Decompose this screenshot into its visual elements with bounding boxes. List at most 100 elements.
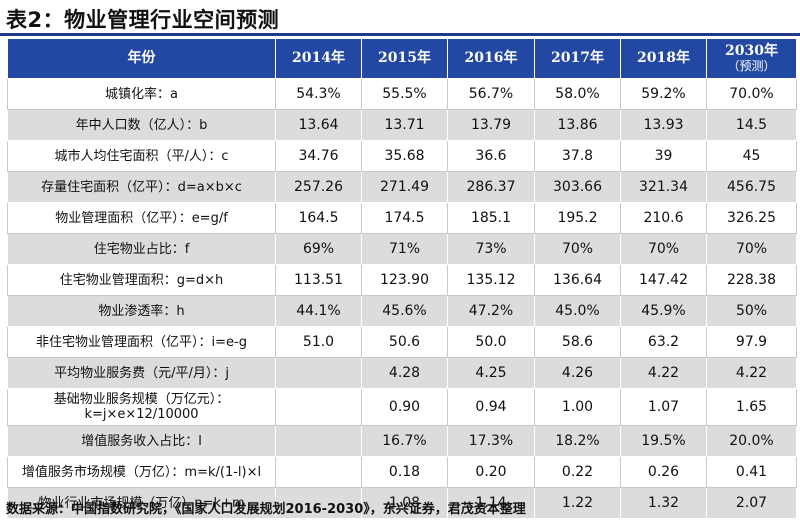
value-cell: 0.41 xyxy=(706,456,797,488)
value-cell: 0.18 xyxy=(361,456,448,488)
table-row: 基础物业服务规模（万亿元）： k=j×e×12/10000 0.90 0.94 1.00… xyxy=(7,388,797,426)
value-cell: 69% xyxy=(275,233,362,265)
value-cell: 45.6% xyxy=(361,295,448,327)
row-label-line: 物业渗透率：h xyxy=(98,303,185,319)
row-label-line: 住宅物业管理面积：g=d×h xyxy=(59,272,224,288)
value-cell: 0.94 xyxy=(447,388,535,426)
table-row: 增值服务市场规模（万亿）：m=k/(1-l)×l 0.18 0.20 0.22 0.26… xyxy=(7,456,797,488)
table-row: 城市人均住宅面积（平/人）：c 34.76 35.68 36.6 37.8 39 45 xyxy=(7,140,797,172)
row-label-line: 物业管理面积（亿平）：e=g/f xyxy=(55,210,228,226)
header-cell-2017: 2017年 xyxy=(534,38,621,79)
value-cell: 70% xyxy=(706,233,797,265)
value-cell: 210.6 xyxy=(620,202,707,234)
row-label: 城市人均住宅面积（平/人）：c xyxy=(7,140,276,172)
page-title: 表2：物业管理行业空间预测 xyxy=(6,8,280,32)
title-bar: 表2：物业管理行业空间预测 xyxy=(0,0,800,36)
table-row: 城镇化率：a 54.3% 55.5% 56.7% 58.0% 59.2% 70.0% xyxy=(7,78,797,110)
row-label: 基础物业服务规模（万亿元）： k=j×e×12/10000 xyxy=(7,388,276,426)
table-body: 城镇化率：a 54.3% 55.5% 56.7% 58.0% 59.2% 70.0% 年中人口… xyxy=(7,78,797,519)
value-cell: 113.51 xyxy=(275,264,362,296)
value-cell: 37.8 xyxy=(534,140,621,172)
value-cell: 13.71 xyxy=(361,109,448,141)
table-row: 住宅物业占比：f 69% 71% 73% 70% 70% 70% xyxy=(7,233,797,265)
row-label-line: 非住宅物业管理面积（亿平）：i=e-g xyxy=(36,334,247,350)
value-cell: 97.9 xyxy=(706,326,797,358)
row-label: 增值服务市场规模（万亿）：m=k/(1-l)×l xyxy=(7,456,276,488)
value-cell: 4.22 xyxy=(620,357,707,389)
value-cell: 58.0% xyxy=(534,78,621,110)
row-label-line: 年中人口数（亿人）：b xyxy=(75,117,208,133)
header-2030-forecast: （预测） xyxy=(727,59,776,73)
value-cell: 271.49 xyxy=(361,171,448,203)
value-cell: 321.34 xyxy=(620,171,707,203)
value-cell xyxy=(275,456,362,488)
value-cell xyxy=(275,357,362,389)
row-label: 城镇化率：a xyxy=(7,78,276,110)
value-cell: 63.2 xyxy=(620,326,707,358)
row-label: 平均物业服务费（元/平/月）：j xyxy=(7,357,276,389)
table-row: 物业行业市场规模（万亿）n=k+m 1.08 1.14 1.22 1.32 2.07 xyxy=(7,487,797,519)
projection-table: 年份 2014年 2015年 2016年 2017年 2018年 2030年 （… xyxy=(7,38,797,519)
value-cell: 135.12 xyxy=(447,264,535,296)
value-cell: 13.64 xyxy=(275,109,362,141)
row-label-line: 增值服务市场规模（万亿）：m=k/(1-l)×l xyxy=(21,464,262,480)
row-label-line: 存量住宅面积（亿平）：d=a×b×c xyxy=(41,179,242,195)
value-cell: 70.0% xyxy=(706,78,797,110)
row-label-line: 基础物业服务规模（万亿元）： xyxy=(53,392,230,407)
value-cell: 19.5% xyxy=(620,425,707,457)
value-cell: 4.25 xyxy=(447,357,535,389)
header-cell-2030: 2030年 （预测） xyxy=(706,38,797,79)
value-cell: 147.42 xyxy=(620,264,707,296)
value-cell: 185.1 xyxy=(447,202,535,234)
value-cell: 70% xyxy=(620,233,707,265)
value-cell: 58.6 xyxy=(534,326,621,358)
value-cell: 45.0% xyxy=(534,295,621,327)
header-cell-2014: 2014年 xyxy=(275,38,362,79)
value-cell: 70% xyxy=(534,233,621,265)
value-cell xyxy=(275,425,362,457)
value-cell: 50.0 xyxy=(447,326,535,358)
value-cell: 257.26 xyxy=(275,171,362,203)
value-cell: 1.65 xyxy=(706,388,797,426)
value-cell: 13.93 xyxy=(620,109,707,141)
value-cell: 0.90 xyxy=(361,388,448,426)
value-cell: 195.2 xyxy=(534,202,621,234)
value-cell: 44.1% xyxy=(275,295,362,327)
table-row: 平均物业服务费（元/平/月）：j 4.28 4.25 4.26 4.22 4.22 xyxy=(7,357,797,389)
value-cell: 51.0 xyxy=(275,326,362,358)
value-cell: 1.07 xyxy=(620,388,707,426)
row-label: 住宅物业占比：f xyxy=(7,233,276,265)
table-row: 住宅物业管理面积：g=d×h 113.51 123.90 135.12 136.64 14… xyxy=(7,264,797,296)
value-cell: 1.08 xyxy=(361,487,448,519)
title-underline xyxy=(0,33,800,36)
value-cell: 326.25 xyxy=(706,202,797,234)
value-cell: 0.20 xyxy=(447,456,535,488)
value-cell: 39 xyxy=(620,140,707,172)
value-cell xyxy=(275,388,362,426)
value-cell: 13.79 xyxy=(447,109,535,141)
table-row: 年中人口数（亿人）：b 13.64 13.71 13.79 13.86 13.93 14.5 xyxy=(7,109,797,141)
row-label-line: 住宅物业占比：f xyxy=(93,241,190,257)
value-cell: 456.75 xyxy=(706,171,797,203)
value-cell: 18.2% xyxy=(534,425,621,457)
value-cell: 136.64 xyxy=(534,264,621,296)
value-cell: 71% xyxy=(361,233,448,265)
value-cell: 1.00 xyxy=(534,388,621,426)
value-cell: 34.76 xyxy=(275,140,362,172)
value-cell: 303.66 xyxy=(534,171,621,203)
value-cell: 45.9% xyxy=(620,295,707,327)
table-row: 存量住宅面积（亿平）：d=a×b×c 257.26 271.49 286.37 303.… xyxy=(7,171,797,203)
row-label: 物业管理面积（亿平）：e=g/f xyxy=(7,202,276,234)
table-row: 物业渗透率：h 44.1% 45.6% 47.2% 45.0% 45.9% 50% xyxy=(7,295,797,327)
row-label-line: k=j×e×12/10000 xyxy=(84,407,199,422)
value-cell: 228.38 xyxy=(706,264,797,296)
value-cell: 13.86 xyxy=(534,109,621,141)
value-cell: 4.26 xyxy=(534,357,621,389)
value-cell: 123.90 xyxy=(361,264,448,296)
row-label: 年中人口数（亿人）：b xyxy=(7,109,276,141)
header-cell-year: 年份 xyxy=(7,38,276,79)
table-row: 物业管理面积（亿平）：e=g/f 164.5 174.5 185.1 195.2 210.… xyxy=(7,202,797,234)
value-cell: 36.6 xyxy=(447,140,535,172)
value-cell: 56.7% xyxy=(447,78,535,110)
